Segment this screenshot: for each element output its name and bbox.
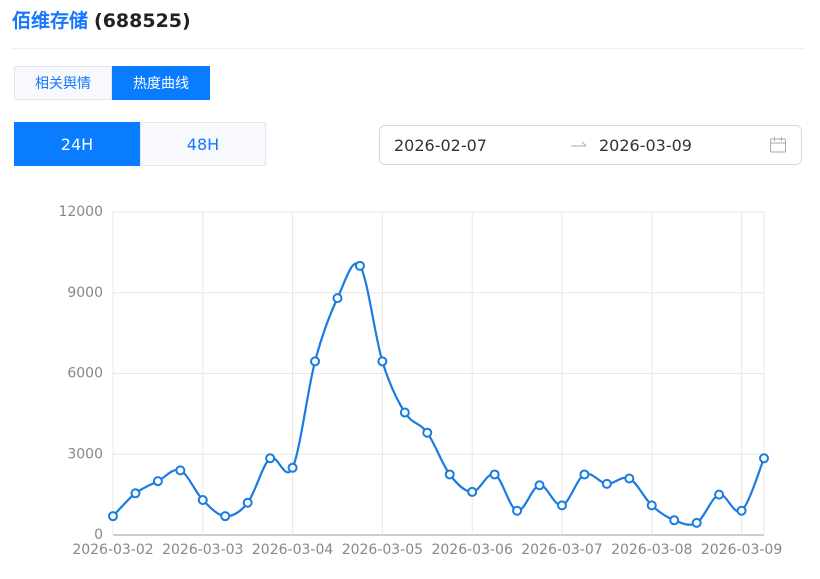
range-buttons: 24H 48H bbox=[14, 122, 266, 166]
point bbox=[130, 488, 141, 499]
point bbox=[691, 517, 702, 528]
calendar-icon[interactable] bbox=[769, 136, 787, 154]
point bbox=[287, 462, 298, 473]
end-date[interactable]: 2026-03-09 bbox=[599, 136, 692, 155]
x-tick-label: 2026-03-04 bbox=[252, 542, 333, 558]
stock-code: (688525) bbox=[94, 10, 191, 32]
x-tick-label: 2026-03-02 bbox=[72, 542, 153, 558]
tab-active[interactable]: 热度曲线 bbox=[112, 66, 210, 100]
point bbox=[242, 497, 253, 508]
point bbox=[354, 260, 365, 271]
y-tick-label: 0 bbox=[94, 527, 103, 543]
point bbox=[489, 469, 500, 480]
point bbox=[669, 515, 680, 526]
point bbox=[556, 500, 567, 511]
point bbox=[108, 511, 118, 522]
point bbox=[601, 478, 612, 489]
point bbox=[512, 505, 523, 516]
x-tick-label: 2026-03-08 bbox=[611, 542, 692, 558]
point bbox=[175, 465, 186, 476]
x-tick-label: 2026-03-05 bbox=[342, 542, 423, 558]
tab[interactable]: 相关舆情 bbox=[14, 66, 112, 100]
point bbox=[444, 469, 455, 480]
x-tick-label: 2026-03-09 bbox=[701, 542, 782, 558]
range-button[interactable]: 48H bbox=[140, 122, 266, 166]
x-tick-label: 2026-03-03 bbox=[162, 542, 243, 558]
point bbox=[310, 356, 321, 367]
divider bbox=[12, 48, 804, 49]
point bbox=[265, 453, 276, 464]
point bbox=[377, 356, 388, 367]
point bbox=[534, 480, 545, 491]
y-tick-label: 6000 bbox=[67, 366, 103, 382]
point bbox=[399, 407, 410, 418]
stock-name: 佰维存储 bbox=[12, 10, 89, 32]
y-tick-label: 9000 bbox=[67, 285, 103, 301]
tabs: 相关舆情 热度曲线 bbox=[14, 66, 210, 100]
x-tick-label: 2026-03-07 bbox=[521, 542, 602, 558]
start-date[interactable]: 2026-02-07 bbox=[394, 136, 487, 155]
range-button-active[interactable]: 24H bbox=[14, 122, 140, 166]
point bbox=[579, 469, 590, 480]
arrow-icon bbox=[571, 141, 587, 147]
y-tick-label: 12000 bbox=[58, 204, 103, 220]
point bbox=[646, 500, 657, 511]
point bbox=[759, 453, 769, 464]
point bbox=[467, 486, 478, 497]
point bbox=[152, 476, 163, 487]
point bbox=[624, 473, 635, 484]
point bbox=[736, 505, 747, 516]
point bbox=[197, 495, 208, 506]
point bbox=[714, 489, 725, 500]
point bbox=[220, 511, 231, 522]
heat-line bbox=[112, 262, 766, 526]
point bbox=[332, 293, 343, 304]
date-picker[interactable]: 2026-02-07 2026-03-09 bbox=[379, 125, 802, 165]
point bbox=[422, 427, 433, 438]
x-tick-label: 2026-03-06 bbox=[431, 542, 512, 558]
title: 佰维存储 (688525) bbox=[12, 6, 191, 33]
y-tick-label: 3000 bbox=[67, 446, 103, 462]
